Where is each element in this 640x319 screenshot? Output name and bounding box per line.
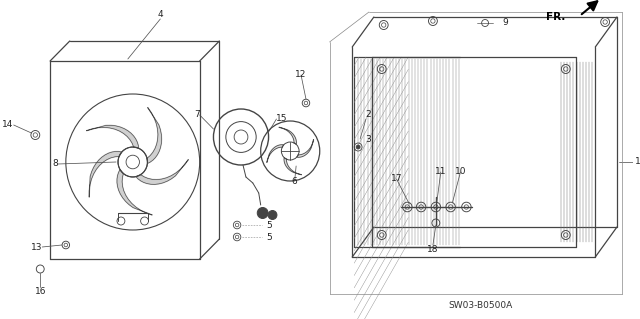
Polygon shape	[297, 139, 314, 157]
Polygon shape	[284, 158, 301, 175]
Text: SW03-B0500A: SW03-B0500A	[448, 300, 512, 309]
Text: 6: 6	[292, 176, 298, 186]
Text: 15: 15	[276, 115, 288, 123]
Polygon shape	[267, 145, 284, 162]
Polygon shape	[86, 125, 139, 148]
Text: 3: 3	[365, 135, 371, 144]
FancyArrowPatch shape	[582, 1, 597, 14]
Text: 8: 8	[52, 160, 58, 168]
Text: 11: 11	[435, 167, 447, 176]
Text: 4: 4	[157, 10, 163, 19]
Polygon shape	[147, 108, 162, 164]
Text: 12: 12	[295, 70, 307, 79]
Polygon shape	[279, 127, 296, 145]
Polygon shape	[136, 160, 188, 184]
Circle shape	[257, 207, 268, 219]
Text: 2: 2	[365, 110, 371, 120]
Text: 5: 5	[267, 233, 273, 241]
Circle shape	[356, 145, 360, 149]
Text: 18: 18	[427, 245, 438, 254]
Text: 9: 9	[503, 19, 509, 27]
Text: 10: 10	[455, 167, 466, 176]
Text: 7: 7	[194, 110, 200, 120]
Text: FR.: FR.	[547, 12, 566, 22]
Text: 13: 13	[31, 242, 42, 251]
Polygon shape	[89, 152, 122, 197]
Text: 14: 14	[3, 121, 13, 130]
Text: 16: 16	[35, 287, 46, 296]
Text: 17: 17	[391, 174, 403, 183]
Text: 1: 1	[635, 158, 640, 167]
Text: 5: 5	[267, 220, 273, 229]
Polygon shape	[117, 169, 152, 215]
Circle shape	[268, 211, 277, 219]
